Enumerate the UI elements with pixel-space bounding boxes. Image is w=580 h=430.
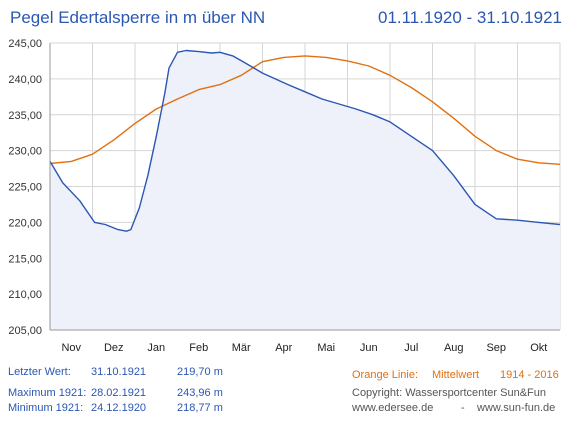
y-tick-label: 215,00: [8, 253, 42, 265]
y-tick-label: 220,00: [8, 217, 42, 229]
website-edersee[interactable]: www.edersee.de: [352, 402, 434, 414]
orange-line-years: 1914 - 2016: [500, 369, 559, 381]
orange-line-desc: Mittelwert: [432, 369, 480, 381]
last-value-date: 31.10.1921: [91, 366, 147, 378]
min-label: Minimum 1921:: [8, 402, 84, 414]
x-tick-label: Jun: [360, 342, 378, 354]
website-sunfun[interactable]: www.sun-fun.de: [477, 402, 556, 414]
x-tick-label: Sep: [486, 342, 506, 354]
chart-title: Pegel Edertalsperre in m über NN: [10, 8, 266, 27]
x-tick-label: Mär: [232, 342, 251, 354]
x-tick-label: Jul: [404, 342, 418, 354]
x-tick-label: Okt: [530, 342, 547, 354]
x-tick-label: Jan: [147, 342, 165, 354]
series-line-pegel: [49, 49, 561, 232]
max-label: Maximum 1921:: [8, 387, 87, 399]
min-value: 218,77 m: [177, 402, 223, 414]
y-tick-label: 225,00: [8, 182, 42, 194]
max-value: 243,96 m: [177, 387, 223, 399]
series-area-0: [50, 50, 560, 330]
x-tick-label: Nov: [61, 342, 81, 354]
x-tick-label: Dez: [104, 342, 124, 354]
last-value: 219,70 m: [177, 366, 223, 378]
min-date: 24.12.1920: [91, 402, 147, 414]
y-tick-label: 210,00: [8, 289, 42, 301]
max-date: 28.02.1921: [91, 387, 147, 399]
orange-line-label: Orange Linie:: [352, 369, 419, 381]
copyright: Copyright: Wassersportcenter Sun&Fun: [352, 387, 547, 399]
y-tick-label: 235,00: [8, 110, 42, 122]
x-tick-label: Feb: [189, 342, 208, 354]
y-tick-label: 205,00: [8, 325, 42, 337]
last-value-label: Letzter Wert:: [8, 366, 71, 378]
y-tick-label: 245,00: [8, 38, 42, 50]
axes: 205,00 210,00 215,00 220,00 225,00 230,00 235,…: [8, 38, 560, 354]
y-tick-label: 230,00: [8, 146, 42, 158]
date-range: 01.11.1920 - 31.10.1921: [377, 8, 562, 27]
series-layer: [49, 49, 561, 330]
x-tick-label: Mai: [317, 342, 335, 354]
x-tick-label: Aug: [444, 342, 464, 354]
website-separator: -: [461, 402, 465, 414]
y-tick-label: 240,00: [8, 74, 42, 86]
series-line-mittelwert: [49, 55, 561, 165]
x-tick-label: Apr: [275, 342, 292, 354]
